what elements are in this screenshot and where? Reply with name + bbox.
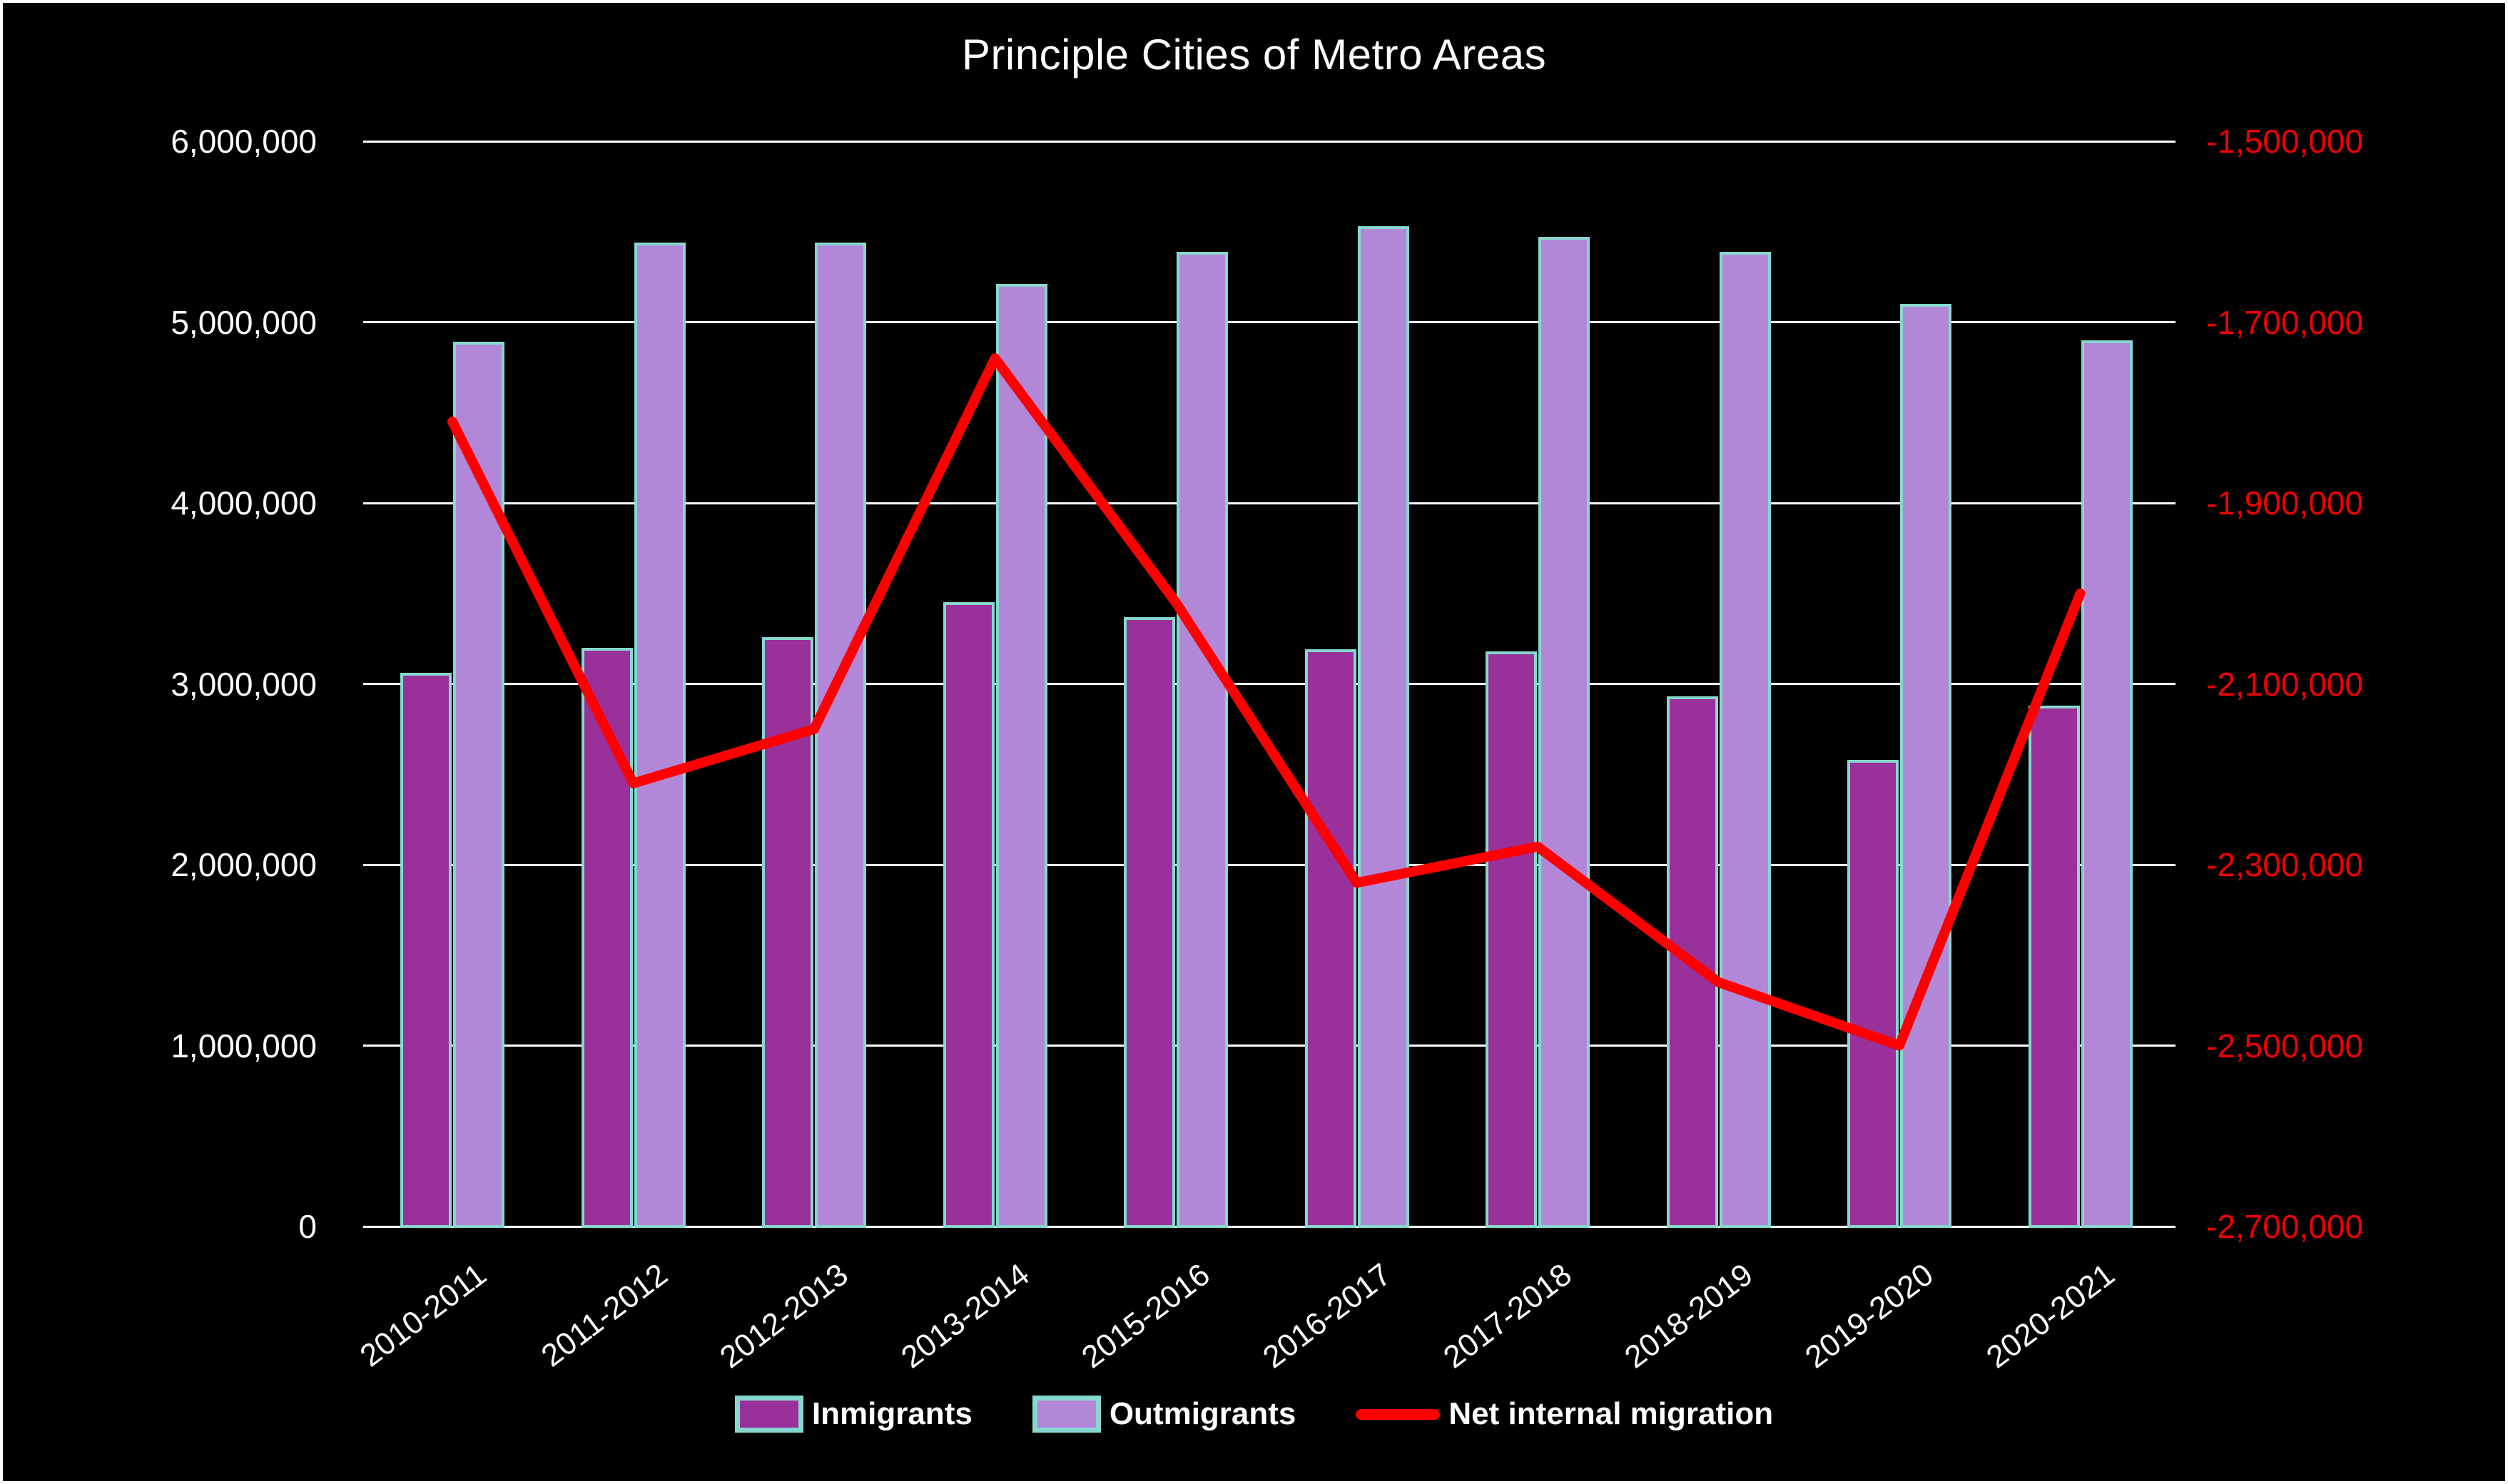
gridline: [363, 863, 2176, 866]
right-axis-tick-label: -1,500,000: [2206, 123, 2363, 160]
gridline: [363, 1045, 2176, 1047]
left-axis-tick-label: 4,000,000: [171, 484, 317, 522]
inmigrants-swatch-icon: [734, 1396, 803, 1433]
right-axis-tick-label: -2,300,000: [2206, 846, 2363, 883]
outmigrants-bar: [453, 342, 504, 1228]
right-axis-tick-label: -1,700,000: [2206, 303, 2363, 341]
gridline: [363, 502, 2176, 504]
right-axis-tick-label: -2,100,000: [2206, 665, 2363, 703]
right-axis-tick-label: -2,500,000: [2206, 1027, 2363, 1064]
inmigrants-bar: [1124, 616, 1175, 1228]
outmigrants-bar: [2081, 340, 2133, 1228]
chart-title: Principle Cities of Metro Areas: [961, 31, 1547, 78]
legend-label-net-migration: Net internal migration: [1448, 1396, 1774, 1431]
left-axis-tick-label: 6,000,000: [171, 123, 317, 160]
left-axis-tick-label: 0: [298, 1208, 317, 1245]
right-axis-tick-label: -1,900,000: [2206, 484, 2363, 522]
outmigrants-swatch-icon: [1032, 1396, 1101, 1433]
legend-item-inmigrants: Inmigrants: [734, 1396, 973, 1433]
legend-item-net-migration: Net internal migration: [1356, 1396, 1773, 1432]
left-axis-tick-label: 5,000,000: [171, 303, 317, 341]
legend-label-outmigrants: Outmigrants: [1109, 1396, 1296, 1431]
outmigrants-bar: [1177, 251, 1228, 1228]
outmigrants-bar: [1538, 237, 1590, 1228]
inmigrants-bar: [1486, 651, 1537, 1228]
gridline: [363, 1225, 2176, 1228]
outmigrants-bar: [995, 284, 1047, 1228]
left-axis-tick-label: 1,000,000: [171, 1027, 317, 1064]
legend: Inmigrants Outmigrants Net internal migr…: [3, 1396, 2505, 1433]
inmigrants-bar: [943, 602, 995, 1228]
left-axis-tick-label: 2,000,000: [171, 846, 317, 883]
outmigrants-bar: [1357, 226, 1409, 1228]
outmigrants-bar: [1900, 304, 1951, 1228]
inmigrants-bar: [2028, 705, 2080, 1228]
inmigrants-bar: [1666, 696, 1718, 1228]
legend-item-outmigrants: Outmigrants: [1032, 1396, 1296, 1433]
outmigrants-bar: [815, 242, 866, 1228]
legend-label-inmigrants: Inmigrants: [811, 1396, 973, 1431]
line-series-layer: [447, 353, 2086, 1051]
net-migration-line: [447, 353, 2086, 1051]
left-axis-tick-label: 3,000,000: [171, 665, 317, 703]
right-axis-tick-label: -2,700,000: [2206, 1208, 2363, 1245]
gridline: [363, 683, 2176, 685]
outmigrants-bar: [1719, 251, 1771, 1228]
net-migration-line-swatch-icon: [1356, 1408, 1441, 1420]
gridline: [363, 321, 2176, 323]
inmigrants-bar: [1304, 649, 1356, 1228]
inmigrants-bar: [400, 673, 452, 1228]
gridline: [363, 140, 2176, 143]
outmigrants-bar: [634, 242, 686, 1228]
inmigrants-bar: [581, 647, 633, 1228]
inmigrants-bar: [1847, 759, 1899, 1228]
